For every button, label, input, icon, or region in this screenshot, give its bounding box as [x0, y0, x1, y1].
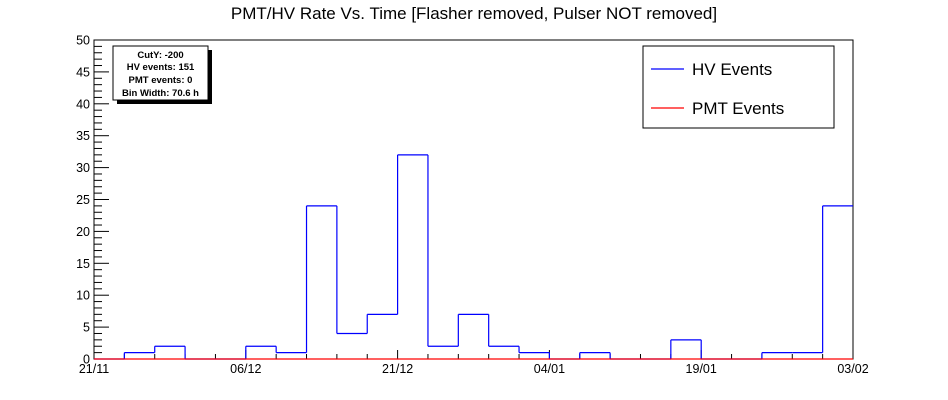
legend-label-pmt: PMT Events	[692, 99, 784, 118]
x-tick-label: 04/01	[534, 362, 565, 376]
y-tick-label: 0	[83, 353, 90, 367]
series-hv-events	[94, 154, 853, 360]
stats-box-frame	[112, 45, 209, 101]
y-tick-label: 50	[76, 34, 90, 48]
stats-box: CutY: -200 HV events: 151 PMT events: 0 …	[112, 45, 212, 104]
y-tick-label: 45	[76, 65, 90, 79]
stats-line-cuty: CutY: -200	[137, 50, 183, 61]
legend-label-hv: HV Events	[692, 60, 772, 79]
y-tick-label: 35	[76, 129, 90, 143]
y-tick-label: 40	[76, 97, 90, 111]
legend: HV Events PMT Events	[642, 45, 835, 129]
y-axis: 0 5 10 15 20 25 30 35 40 45 50	[76, 34, 109, 367]
stats-line-pmt-events: PMT events: 0	[129, 75, 193, 86]
legend-frame	[642, 45, 835, 129]
x-axis: 21/11 06/12 21/12 04/01 19/01 03/02	[79, 350, 869, 376]
y-tick-label: 10	[76, 289, 90, 303]
stats-line-bin-width: Bin Width: 70.6 h	[122, 88, 199, 99]
y-tick-label: 15	[76, 257, 90, 271]
y-tick-label: 25	[76, 193, 90, 207]
y-tick-label: 20	[76, 225, 90, 239]
series-layer	[94, 154, 853, 360]
x-tick-label: 21/11	[79, 362, 109, 376]
x-tick-label: 03/02	[837, 362, 868, 376]
x-tick-label: 21/12	[382, 362, 413, 376]
x-tick-label: 19/01	[686, 362, 717, 376]
chart-title: PMT/HV Rate Vs. Time [Flasher removed, P…	[231, 4, 717, 23]
x-tick-label: 06/12	[230, 362, 261, 376]
y-tick-label: 30	[76, 161, 90, 175]
stats-line-hv-events: HV events: 151	[127, 62, 195, 73]
y-tick-label: 5	[83, 321, 90, 335]
